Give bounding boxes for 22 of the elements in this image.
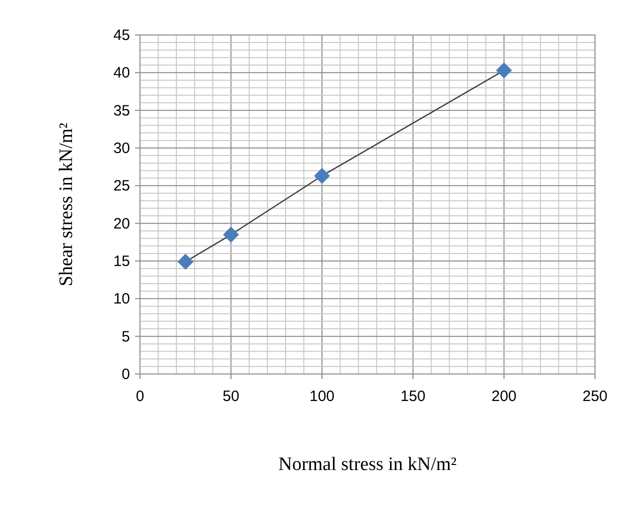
y-tick-label: 45 bbox=[113, 27, 130, 44]
point bbox=[178, 254, 194, 270]
x-tick-label: 250 bbox=[582, 388, 608, 405]
x-tick-label: 100 bbox=[309, 388, 335, 405]
y-axis-title: Shear stress in kN/m² bbox=[56, 122, 77, 286]
y-tick-label: 20 bbox=[113, 215, 130, 232]
y-tick-label: 0 bbox=[122, 366, 130, 383]
y-tick-label: 5 bbox=[122, 328, 130, 346]
y-tick-label: 40 bbox=[113, 64, 130, 82]
y-tick-label: 10 bbox=[113, 290, 130, 308]
y-tick-label: 35 bbox=[113, 102, 130, 120]
x-tick-label: 150 bbox=[400, 388, 426, 405]
point bbox=[496, 62, 512, 78]
x-tick-label: 0 bbox=[136, 388, 144, 405]
x-tick-label: 200 bbox=[491, 388, 517, 405]
point bbox=[223, 226, 239, 243]
y-tick-label: 15 bbox=[113, 253, 130, 270]
y-tick-label: 25 bbox=[113, 178, 130, 195]
y-tick-label: 30 bbox=[113, 140, 130, 157]
x-tick-label: 50 bbox=[222, 388, 240, 405]
x-axis-title: Normal stress in kN/m² bbox=[278, 454, 457, 475]
point bbox=[314, 168, 330, 184]
